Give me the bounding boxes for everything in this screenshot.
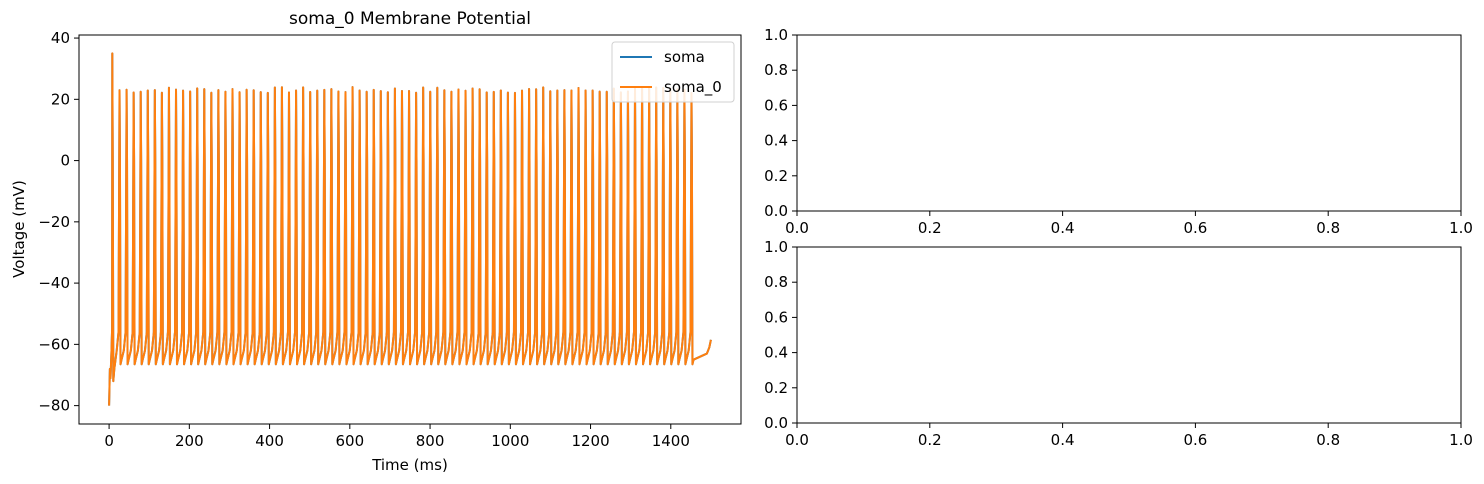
bottom-x-tick-label: 1.0 xyxy=(1449,431,1473,449)
top-y-tick-label: 0.4 xyxy=(764,132,788,150)
y-axis-label: Voltage (mV) xyxy=(10,180,28,278)
top-y-tick-label: 0.2 xyxy=(764,167,788,185)
voltage-x-tick-label: 1000 xyxy=(491,432,529,450)
voltage-y-tick-label: −20 xyxy=(38,213,70,231)
axis-ticks: 0.0 0.2 0.4 0.6 0.8 1.0 0.0 0.2 0.4 0.6 0.8 1.0 xyxy=(764,26,1473,237)
axes-frame xyxy=(78,34,742,425)
voltage-plot: soma_0 Membrane Potential 0 200 400 600 800 1… xyxy=(10,9,742,474)
series-lines xyxy=(108,52,712,406)
axes-frame xyxy=(796,246,1462,424)
bottom-x-tick-label: 0.0 xyxy=(785,431,809,449)
voltage-x-tick-label: 400 xyxy=(255,432,284,450)
top-x-tick-label: 0.2 xyxy=(918,219,942,237)
bottom-y-tick-label: 1.0 xyxy=(764,238,788,256)
top-y-tick-label: 0.6 xyxy=(764,96,788,114)
voltage-x-tick-label: 800 xyxy=(416,432,445,450)
voltage-x-tick-label: 200 xyxy=(175,432,204,450)
top-x-tick-label: 1.0 xyxy=(1449,219,1473,237)
voltage-y-tick-label: 20 xyxy=(51,90,70,108)
plot-area xyxy=(797,35,1461,211)
bottom-y-tick-label: 0.2 xyxy=(764,379,788,397)
axis-ticks: 0.0 0.2 0.4 0.6 0.8 1.0 0.0 0.2 0.4 0.6 0.8 1.0 xyxy=(764,238,1473,449)
voltage-y-tick-label: 0 xyxy=(60,152,70,170)
top-x-tick-label: 0.8 xyxy=(1316,219,1340,237)
top-x-tick-label: 0.4 xyxy=(1051,219,1075,237)
axis-ticks: 0 200 400 600 800 1000 1200 1400 −80 −60 −40 −20 0 20… xyxy=(38,29,690,450)
bottom-y-tick-label: 0.4 xyxy=(764,344,788,362)
bottom-x-tick-label: 0.6 xyxy=(1183,431,1207,449)
bottom-x-tick-label: 0.2 xyxy=(918,431,942,449)
bottom-x-tick-label: 0.4 xyxy=(1051,431,1075,449)
bottom-y-tick-label: 0.6 xyxy=(764,308,788,326)
voltage-x-tick-label: 1200 xyxy=(571,432,609,450)
series-line-soma-0 xyxy=(108,52,712,406)
bottom-y-tick-label: 0.8 xyxy=(764,273,788,291)
voltage-x-tick-label: 0 xyxy=(104,432,114,450)
top-x-tick-label: 0.6 xyxy=(1183,219,1207,237)
voltage-y-tick-label: 40 xyxy=(51,29,70,47)
bottom-y-tick-label: 0.0 xyxy=(764,414,788,432)
top-y-tick-label: 0.0 xyxy=(764,202,788,220)
voltage-x-tick-label: 600 xyxy=(335,432,364,450)
legend-label-soma-0: soma_0 xyxy=(664,78,722,97)
top-y-tick-label: 1.0 xyxy=(764,26,788,44)
voltage-y-tick-label: −80 xyxy=(38,397,70,415)
top-x-tick-label: 0.0 xyxy=(785,219,809,237)
empty-plot-bottom: 0.0 0.2 0.4 0.6 0.8 1.0 0.0 0.2 0.4 0.6 0.8 1.0 xyxy=(764,238,1473,449)
legend-label-soma: soma xyxy=(664,48,705,66)
legend: soma soma_0 xyxy=(611,41,735,103)
x-axis-label: Time (ms) xyxy=(371,456,448,474)
voltage-x-tick-label: 1400 xyxy=(652,432,690,450)
plot-area xyxy=(797,247,1461,423)
voltage-y-tick-label: −40 xyxy=(38,274,70,292)
top-y-tick-label: 0.8 xyxy=(764,61,788,79)
empty-plot-top: 0.0 0.2 0.4 0.6 0.8 1.0 0.0 0.2 0.4 0.6 0.8 1.0 xyxy=(764,26,1473,237)
voltage-y-tick-label: −60 xyxy=(38,335,70,353)
chart-title: soma_0 Membrane Potential xyxy=(289,9,531,29)
bottom-x-tick-label: 0.8 xyxy=(1316,431,1340,449)
axes-frame xyxy=(796,34,1462,212)
